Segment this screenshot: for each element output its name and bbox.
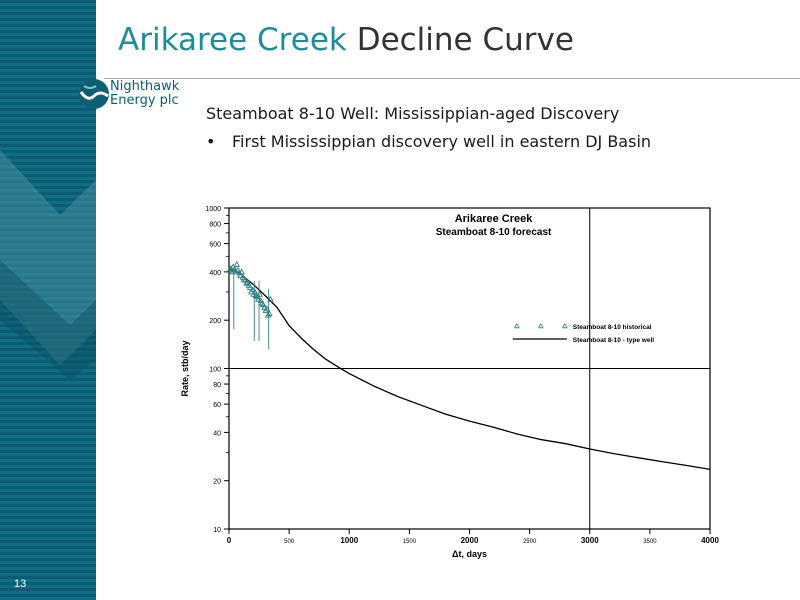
slide-subtitle: Steamboat 8-10 Well: Mississippian-aged … <box>206 104 620 123</box>
title-divider <box>104 78 800 79</box>
stripe-chevron-shape <box>0 150 96 380</box>
bullet-item: • First Mississippian discovery well in e… <box>206 132 651 151</box>
historical-data-point <box>233 261 241 267</box>
legend-marker-icon <box>561 322 568 329</box>
bullet-text: First Mississippian discovery well in ea… <box>232 132 652 151</box>
logo-text: Nighthawk Energy plc <box>110 80 179 108</box>
x-axis-label: Δt, days <box>452 549 487 559</box>
title-accent: Arikaree Creek <box>118 22 347 58</box>
historical-data-point <box>263 305 271 312</box>
x-tick-label: 2500 <box>523 539 537 545</box>
historical-data-point <box>227 265 235 271</box>
y-tick-label: 10 <box>213 527 221 534</box>
x-tick-label: 4000 <box>701 536 719 545</box>
y-tick-label: 1000 <box>205 206 221 213</box>
legend-marker-icon <box>537 322 544 329</box>
legend-label-historical: Steamboat 8-10 historical <box>573 324 652 331</box>
historical-data-point <box>246 283 254 290</box>
y-tick-label: 20 <box>213 479 221 486</box>
x-tick-label: 3000 <box>581 536 599 545</box>
y-tick-label: 800 <box>209 222 221 229</box>
y-tick-label: 600 <box>209 242 221 249</box>
x-tick-label: 1000 <box>340 536 358 545</box>
y-tick-label: 80 <box>213 382 221 389</box>
x-tick-label: 2000 <box>461 536 479 545</box>
historical-data-point <box>266 310 273 316</box>
logo-line-1: Nighthawk <box>110 79 180 94</box>
historical-data-point <box>240 275 248 282</box>
company-logo <box>79 79 109 109</box>
y-tick-label: 400 <box>209 270 221 277</box>
historical-data-point <box>256 290 263 297</box>
chart-title: Arikaree Creek <box>455 213 534 225</box>
y-tick-label: 60 <box>213 402 221 409</box>
x-tick-label: 0 <box>227 536 232 545</box>
page-title: Arikaree Creek Decline Curve <box>118 22 574 58</box>
slide-number: 13 <box>14 578 27 590</box>
x-tick-label: 500 <box>284 539 295 545</box>
title-rest: Decline Curve <box>346 22 574 58</box>
y-axis-label: Rate, stb/day <box>180 340 190 396</box>
historical-data-point <box>237 272 244 278</box>
historical-data-point <box>251 288 259 295</box>
historical-data-point <box>232 267 239 274</box>
decorative-side-stripe: 13 <box>0 0 96 600</box>
historical-data-point <box>267 295 274 302</box>
historical-data-point <box>238 268 245 275</box>
logo-line-2: Energy plc <box>110 93 179 108</box>
chart-subtitle: Steamboat 8-10 forecast <box>436 227 552 238</box>
decline-curve-chart: 10 20 40 60 80 100 200 400 600 800 1000 0 500 1000 150… <box>180 206 719 559</box>
bullet-symbol: • <box>206 132 216 151</box>
historical-data-point <box>249 286 256 293</box>
legend-label-type-well: Steamboat 8-10 - type well <box>573 337 654 344</box>
x-tick-label: 1500 <box>403 539 417 545</box>
x-tick-label: 3500 <box>643 539 657 545</box>
historical-data-point <box>243 279 250 286</box>
historical-data-point <box>255 295 262 302</box>
y-tick-label: 100 <box>209 367 221 374</box>
y-tick-label: 40 <box>213 430 221 437</box>
y-tick-label: 200 <box>209 318 221 325</box>
legend-marker-icon <box>513 322 520 329</box>
